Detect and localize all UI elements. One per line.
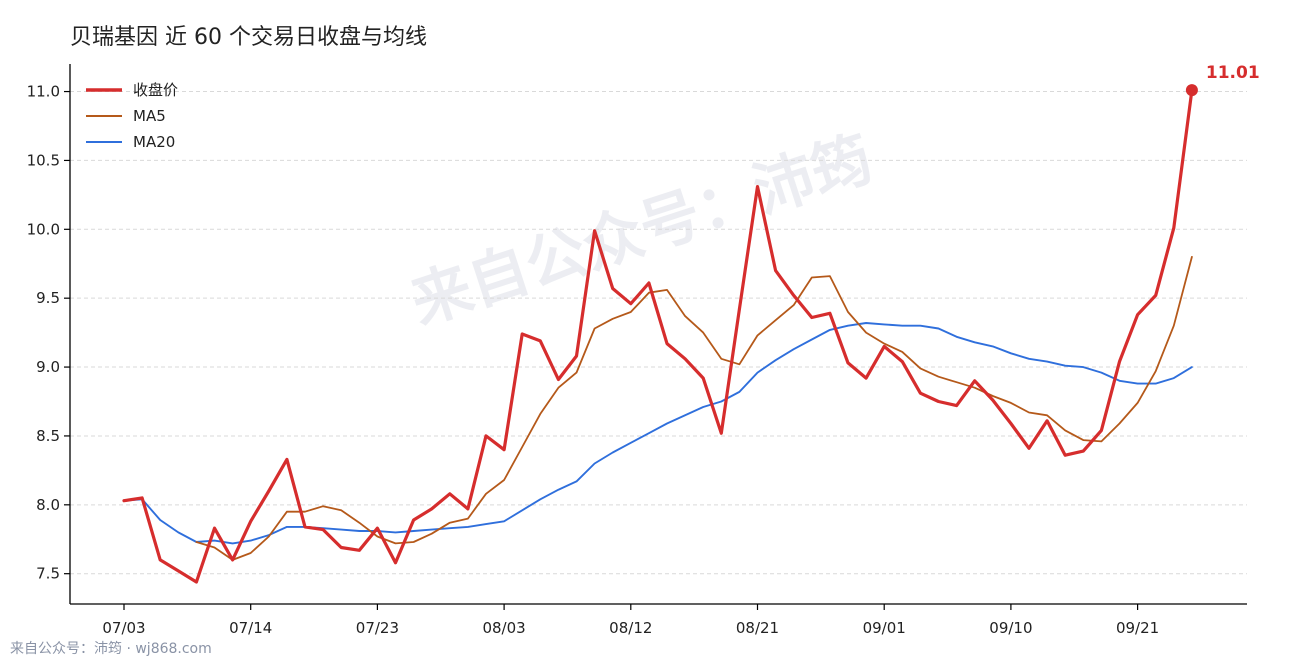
series-close-line xyxy=(122,88,1194,584)
end-marker: 11.01 xyxy=(1185,63,1260,97)
x-tick-label: 07/03 xyxy=(102,619,145,637)
x-tick-label: 08/21 xyxy=(736,619,779,637)
grid xyxy=(70,91,1247,575)
y-tick-label: 8.5 xyxy=(36,427,60,445)
y-tick-label: 11.0 xyxy=(27,83,60,101)
series xyxy=(122,88,1194,584)
legend: 收盘价 MA5 MA20 xyxy=(86,81,178,151)
y-tick-label: 8.0 xyxy=(36,496,60,514)
chart-title: 贝瑞基因 近 60 个交易日收盘与均线 xyxy=(70,25,427,50)
footer-credit: 来自公众号：沛筠 · wj868.com xyxy=(10,640,212,657)
series-ma20-line xyxy=(123,322,1193,545)
x-tick-label: 09/21 xyxy=(1116,619,1159,637)
end-label: 11.01 xyxy=(1206,63,1260,83)
x-tick-label: 09/10 xyxy=(989,619,1032,637)
legend-label-close: 收盘价 xyxy=(133,81,178,99)
x-tick-label: 07/14 xyxy=(229,619,272,637)
y-tick-label: 9.0 xyxy=(36,358,60,376)
x-tick-label: 08/03 xyxy=(482,619,525,637)
y-tick-label: 9.5 xyxy=(36,289,60,307)
y-tick-label: 7.5 xyxy=(36,565,60,583)
x-tick-label: 09/01 xyxy=(863,619,906,637)
legend-label-ma20: MA20 xyxy=(133,133,175,151)
watermark: 来自公众号：沛筠 xyxy=(403,124,881,339)
y-tick-label: 10.0 xyxy=(27,220,60,238)
x-tick-label: 08/12 xyxy=(609,619,652,637)
y-tick-label: 10.5 xyxy=(27,151,60,169)
series-ma5-line xyxy=(195,255,1193,561)
end-point xyxy=(1185,84,1198,97)
x-tick-label: 07/23 xyxy=(356,619,399,637)
axes: 7.5 8.0 8.5 9.0 9.5 10.0 10.5 11.0 07/03 07/14 07/… xyxy=(27,64,1247,637)
legend-label-ma5: MA5 xyxy=(133,107,166,125)
